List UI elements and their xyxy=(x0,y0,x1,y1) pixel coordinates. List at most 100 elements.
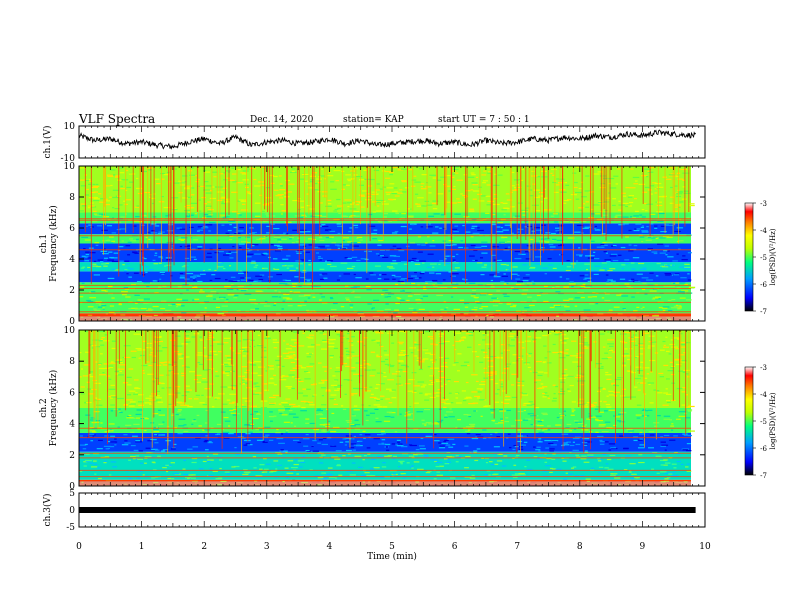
ch1-speckle xyxy=(401,213,406,215)
ch2-speckle xyxy=(676,453,681,455)
ch1-speckle xyxy=(517,231,520,233)
ch2-speckle xyxy=(206,396,212,398)
ch2-speckle xyxy=(525,353,529,355)
ch2-speckle xyxy=(341,341,344,344)
ch1-speckle xyxy=(356,259,361,262)
ch1-speckle xyxy=(232,181,238,183)
ch2-speckle xyxy=(391,443,396,445)
ch1-speckle xyxy=(292,229,298,231)
ch1-speckle xyxy=(501,275,509,277)
ch2-speckle xyxy=(199,402,205,404)
ch1-speckle xyxy=(468,210,475,212)
ch2-speckle xyxy=(475,380,479,383)
ch1-speckle xyxy=(543,285,548,287)
ch2-speckle xyxy=(413,461,420,463)
ch2-speckle xyxy=(128,390,136,392)
ch1-speckle xyxy=(187,170,193,172)
ch1-speckle xyxy=(545,241,550,243)
ch1-speckle xyxy=(282,300,286,302)
ch1-speckle xyxy=(385,191,392,193)
ch2-speckle xyxy=(630,336,634,338)
ch2-speckle xyxy=(519,431,524,433)
ch1-speckle xyxy=(97,259,104,261)
ch2-speckle xyxy=(637,369,644,372)
ch2-speckle xyxy=(586,418,591,420)
ch2-speckle xyxy=(399,413,402,415)
ch2-speckle xyxy=(647,382,655,384)
ch1-speckle xyxy=(413,293,421,296)
ch2-speckle xyxy=(331,412,335,415)
ch1-speckle xyxy=(665,178,672,180)
ch2-speckle xyxy=(208,475,214,477)
ch2-speckle xyxy=(373,404,381,406)
ch1-speckle xyxy=(304,300,307,302)
ch2-speckle xyxy=(144,456,152,458)
ch2-speckle xyxy=(198,425,203,427)
ch2-speckle xyxy=(285,476,289,479)
ch1-streak xyxy=(264,166,266,205)
ch2-speckle xyxy=(363,386,368,389)
ch1-speckle xyxy=(343,273,351,275)
ch2-speckle xyxy=(346,332,350,335)
ch2-speckle xyxy=(538,440,541,442)
ch1-speckle xyxy=(146,310,153,312)
ch1-speckle xyxy=(353,215,360,217)
ch1-speckle xyxy=(173,208,177,210)
ch2-speckle xyxy=(639,431,643,433)
ch2-speckle xyxy=(246,444,253,446)
ch1-speckle xyxy=(668,311,671,314)
ch2-speckle xyxy=(453,380,459,383)
ch2-speckle xyxy=(111,340,117,342)
ch1-speckle xyxy=(559,244,564,246)
ch2-speckle xyxy=(562,455,565,457)
ch1-speckle xyxy=(319,293,323,295)
ch2-speckle xyxy=(625,455,631,457)
ch1-speckle xyxy=(680,277,687,279)
ch2-speckle xyxy=(683,448,689,450)
ch1-speckle xyxy=(171,197,179,199)
ch1-speckle xyxy=(381,203,389,205)
ch1-speckle xyxy=(555,230,560,232)
ch1-speckle xyxy=(452,255,455,258)
ch2-speckle xyxy=(482,334,487,336)
ch2-speckle xyxy=(447,438,455,440)
ch2-speckle xyxy=(385,398,390,400)
ch1-speckle xyxy=(394,230,399,233)
ch2-speckle xyxy=(301,406,306,409)
ch2-speckle xyxy=(663,415,671,417)
ch2-streak xyxy=(583,330,585,453)
ch2-speckle xyxy=(166,470,169,473)
ch2-speckle xyxy=(189,371,196,373)
ch1-speckle xyxy=(612,204,616,207)
ch2-streak xyxy=(262,330,264,441)
ch1-speckle xyxy=(383,216,388,218)
ch1-speckle xyxy=(154,178,160,180)
ch1-speckle xyxy=(89,297,96,299)
ch1-speckle xyxy=(593,258,600,260)
ch1-speckle xyxy=(371,232,378,235)
ch1-speckle xyxy=(675,192,678,194)
ch1-speckle xyxy=(103,257,108,259)
ch1-speckle xyxy=(299,178,305,180)
ch1-streak xyxy=(621,166,623,239)
ch2-speckle xyxy=(226,365,232,367)
ch2-speckle xyxy=(148,354,153,356)
ch2-speckle xyxy=(676,338,681,340)
ch2-speckle xyxy=(273,415,277,417)
ch1-speckle xyxy=(684,263,690,265)
ch2-speckle xyxy=(384,358,389,361)
ch2-speckle xyxy=(206,338,211,340)
ch2-speckle xyxy=(572,449,579,451)
ch2-speckle xyxy=(516,440,523,443)
ch2-speckle xyxy=(287,387,291,389)
ch2-speckle xyxy=(587,454,594,456)
ch1-speckle xyxy=(472,289,476,291)
ch2-speckle xyxy=(321,454,326,456)
ch1-streak xyxy=(304,166,306,286)
ch2-speckle xyxy=(253,383,257,385)
ch2-speckle xyxy=(471,474,475,476)
ch1-speckle xyxy=(278,291,282,293)
ch1-speckle xyxy=(389,171,394,174)
ch2-speckle xyxy=(374,408,379,410)
ch1-speckle xyxy=(94,309,101,311)
